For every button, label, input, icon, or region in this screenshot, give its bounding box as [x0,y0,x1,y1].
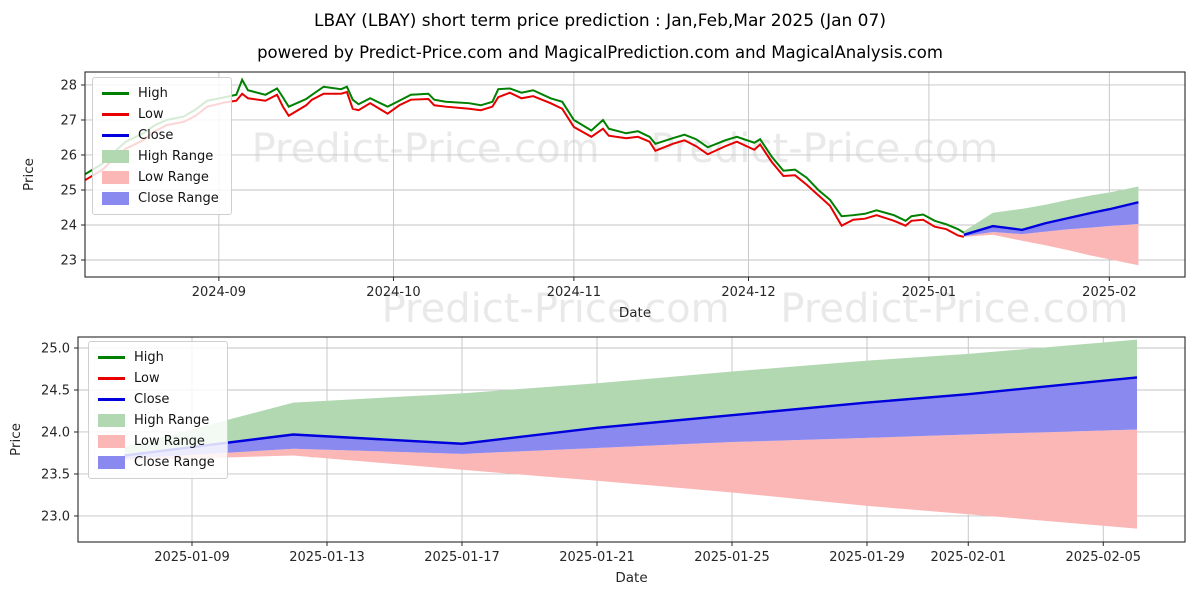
x-tick-label: 2025-02 [1082,285,1136,300]
legend-patch-swatch [98,435,125,448]
chart-zoom: 2025-01-09 2025-01-13 2025-01-17 2025-01-21… [8,336,1186,586]
y-tick-label: 27 [60,113,77,128]
y-tick-label: 23.0 [41,509,70,524]
legend-label: Close Range [134,455,215,470]
high-line [84,77,965,234]
x-tick-label: 2025-01 [902,285,956,300]
plot-border [84,71,1186,278]
low-line [84,90,965,238]
legend-line-swatch [102,92,129,95]
tick-labels: 2024-09 2024-10 2024-11 2024-12 2025-01 2025-… [60,78,1136,300]
legend-line-swatch [102,134,129,137]
legend-line-swatch [98,377,125,380]
legend-line-swatch [98,398,125,401]
legend-item-high-range: High Range [102,148,219,165]
legend-label: Low Range [134,434,205,449]
legend-line-swatch [98,356,125,359]
chart-title: LBAY (LBAY) short term price prediction … [314,11,886,31]
low-range-band [124,429,1138,529]
legend-patch-swatch [98,414,125,427]
legend-patch-swatch [98,456,125,469]
legend-label: Close [138,128,174,143]
legend-item-close: Close [98,391,215,408]
legend-item-high: High [98,349,215,366]
x-tick-label: 2024-10 [366,285,420,300]
plot-border [77,336,1186,543]
y-tick-label: 24.5 [41,383,70,398]
legend-item-low-range: Low Range [102,169,219,186]
history-lines [84,77,965,238]
legend-item-high-range: High Range [98,412,215,429]
x-axis-label: Date [619,305,651,321]
legend-patch-swatch [102,150,129,163]
legend-label: High Range [134,413,210,428]
legend-label: Low [134,371,160,386]
y-tick-label: 26 [60,148,77,163]
legend-patch-swatch [102,171,129,184]
tick-marks [81,84,1110,281]
chart-subtitle: powered by Predict-Price.com and Magical… [257,43,943,62]
legend-item-close-range: Close Range [98,454,215,471]
x-tick-label: 2025-02-05 [1065,550,1141,565]
forecast-bands [963,186,1139,266]
high-range-band [124,339,1138,456]
legend-item-close: Close [102,127,219,144]
legend-label: High [134,350,164,365]
chart-main: 2024-09 2024-10 2024-11 2024-12 2025-01 2025-… [21,71,1186,321]
legend-label: High Range [138,149,214,164]
close-forecast-line [124,376,1138,457]
y-tick-label: 24.0 [41,425,70,440]
y-tick-label: 25.0 [41,342,70,357]
y-tick-label: 28 [60,78,77,93]
high-range-band [963,186,1139,235]
x-axis-label: Date [615,570,647,586]
legend-item-close-range: Close Range [102,190,219,207]
x-tick-label: 2025-01-21 [559,550,635,565]
watermark-text: Predict-Price.com Predict-Price.com [382,286,1129,332]
legend-patch-swatch [102,192,129,205]
x-tick-label: 2025-01-25 [694,550,770,565]
y-tick-label: 25 [60,183,77,198]
legend-main-chart: High Low Close High Range Low Range Close Ran… [92,77,232,215]
legend-item-low: Low [98,370,215,387]
x-tick-label: 2024-09 [192,285,246,300]
legend-item-low: Low [102,106,219,123]
legend-zoom-chart: High Low Close High Range Low Range Close Ran… [88,341,228,479]
x-tick-label: 2025-02-01 [930,550,1006,565]
legend-label: Close Range [138,191,219,206]
y-axis-label: Price [21,158,37,191]
y-axis-label: Price [8,423,24,456]
legend-label: Close [134,392,170,407]
y-tick-label: 23 [60,253,77,268]
x-tick-label: 2024-11 [547,285,601,300]
legend-label: High [138,86,168,101]
legend-item-high: High [102,85,219,102]
tick-labels: 2025-01-09 2025-01-13 2025-01-17 2025-01-21… [41,342,1141,565]
y-tick-label: 24 [60,218,77,233]
forecast-bands [124,339,1138,529]
tick-marks [74,347,1104,546]
x-tick-label: 2025-01-17 [424,550,500,565]
legend-item-low-range: Low Range [98,433,215,450]
gridlines [85,72,1185,277]
legend-line-swatch [102,113,129,116]
low-range-band [963,223,1139,266]
close-forecast-line [963,201,1139,236]
y-tick-label: 23.5 [41,467,70,482]
x-tick-label: 2024-12 [721,285,775,300]
legend-label: Low Range [138,170,209,185]
x-tick-label: 2025-01-13 [289,550,365,565]
x-tick-label: 2025-01-09 [154,550,230,565]
close-range-band [963,202,1139,237]
x-tick-label: 2025-01-29 [829,550,905,565]
legend-label: Low [138,107,164,122]
